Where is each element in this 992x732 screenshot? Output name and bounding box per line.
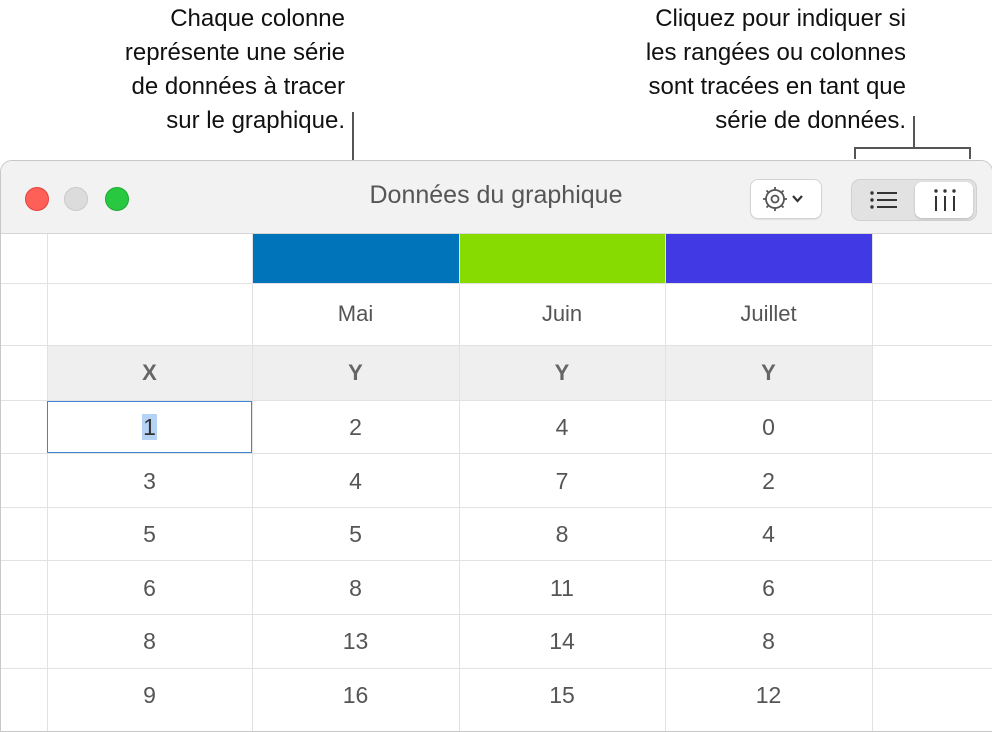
grid-line xyxy=(47,234,48,731)
table-cell-selected[interactable]: 1 xyxy=(47,401,252,453)
window-title: Données du graphique xyxy=(369,181,623,209)
table-cell[interactable]: 8 xyxy=(349,575,362,601)
table-cell[interactable]: 12 xyxy=(755,682,782,708)
table-cell[interactable]: 4 xyxy=(555,414,569,440)
grid-line xyxy=(1,345,992,346)
grid-line xyxy=(1,283,992,284)
callout-bracket xyxy=(969,147,971,159)
plot-columns-as-series-button[interactable] xyxy=(915,182,973,218)
table-cell[interactable]: 15 xyxy=(549,682,575,708)
selected-text: 1 xyxy=(142,414,157,440)
grid-line xyxy=(1,560,992,561)
chevron-down-icon xyxy=(792,195,803,203)
minimize-window-button[interactable] xyxy=(64,187,88,211)
chart-data-window: Données du graphique xyxy=(0,160,992,732)
series-name-cell[interactable]: Juin xyxy=(541,301,583,326)
columns-icon xyxy=(934,189,956,211)
close-window-button[interactable] xyxy=(25,187,49,211)
table-cell[interactable]: 0 xyxy=(762,414,775,440)
series-name-cell[interactable]: Mai xyxy=(337,301,374,326)
table-cell[interactable]: 5 xyxy=(143,521,156,547)
zoom-window-button[interactable] xyxy=(105,187,129,211)
callout-plot-toggle: Cliquez pour indiquer si les rangées ou … xyxy=(645,5,906,134)
table-cell[interactable]: 6 xyxy=(143,575,156,601)
axis-header-cell: Y xyxy=(348,360,363,385)
table-cell[interactable]: 4 xyxy=(349,468,362,494)
series-color-swatch-mai[interactable] xyxy=(252,234,459,283)
table-cell[interactable]: 2 xyxy=(762,468,775,494)
table-cell[interactable]: 16 xyxy=(342,682,369,708)
table-cell[interactable]: 14 xyxy=(549,628,575,654)
grid-line xyxy=(459,234,460,731)
axis-header-cell: Y xyxy=(761,360,776,385)
table-cell[interactable]: 9 xyxy=(143,682,156,708)
plot-rows-as-series-button[interactable] xyxy=(854,182,912,218)
table-cell[interactable]: 8 xyxy=(762,628,775,654)
table-cell[interactable]: 11 xyxy=(550,575,574,601)
table-cell[interactable]: 8 xyxy=(555,521,569,547)
series-name-cell[interactable]: Juillet xyxy=(740,301,797,326)
table-cell[interactable]: 13 xyxy=(342,628,369,654)
gear-icon xyxy=(763,187,803,211)
grid-line xyxy=(872,234,873,731)
plot-toggle-segmented-control xyxy=(851,179,977,221)
table-cell[interactable]: 6 xyxy=(762,575,775,601)
list-rows-icon xyxy=(870,191,897,209)
table-cell[interactable]: 8 xyxy=(143,628,156,654)
callout-bracket xyxy=(854,147,856,159)
data-table: Mai Juin Juillet X Y Y Y 1 2 4 0 3 4 7 2… xyxy=(1,234,992,731)
grid-line xyxy=(1,668,992,669)
axis-header-cell: Y xyxy=(554,360,570,385)
series-color-swatch-juillet[interactable] xyxy=(665,234,872,283)
table-cell[interactable]: 4 xyxy=(762,521,775,547)
series-color-swatch-juin[interactable] xyxy=(459,234,665,283)
grid-line xyxy=(1,453,992,454)
axis-header-cell: X xyxy=(142,360,157,385)
grid-line xyxy=(1,614,992,615)
callout-leader-line xyxy=(913,116,915,148)
callout-bracket xyxy=(854,147,971,149)
grid-line xyxy=(1,507,992,508)
grid-line xyxy=(665,234,666,731)
table-cell[interactable]: 5 xyxy=(349,521,362,547)
cell-selection-outline xyxy=(47,401,252,453)
title-bar: Données du graphique xyxy=(1,161,992,234)
grid-line xyxy=(252,234,253,731)
action-menu-button[interactable] xyxy=(750,179,822,219)
table-cell[interactable]: 7 xyxy=(555,468,569,494)
grid-line xyxy=(1,400,992,401)
table-cell[interactable]: 3 xyxy=(143,468,156,494)
callout-series-columns: Chaque colonne représente une série de d… xyxy=(124,5,345,134)
table-cell[interactable]: 2 xyxy=(349,414,362,440)
